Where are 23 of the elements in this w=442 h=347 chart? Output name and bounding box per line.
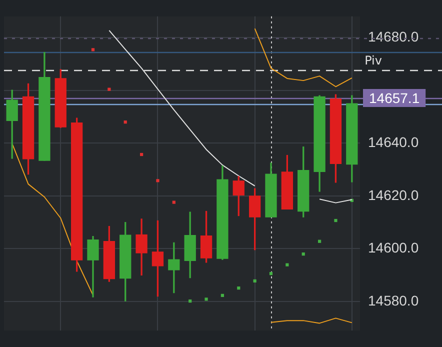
y-tick-label: 14680.0 (368, 28, 419, 44)
point (91, 48, 95, 52)
ref-line-label: Piv (364, 53, 382, 68)
point (140, 152, 144, 156)
point (204, 298, 208, 301)
point (318, 240, 322, 243)
point (108, 88, 111, 91)
point (334, 218, 338, 222)
point (188, 299, 192, 303)
point (237, 286, 240, 290)
point (253, 279, 256, 283)
ref-line-label: 14657.1 (369, 90, 420, 106)
point (286, 263, 289, 266)
y-tick-label: 14640.0 (368, 134, 419, 150)
y-tick-label: 14620.0 (368, 186, 419, 203)
point (156, 179, 160, 182)
point (124, 120, 127, 124)
point (302, 252, 305, 256)
point (172, 200, 176, 204)
point (269, 272, 273, 276)
y-tick-label: 14580.0 (368, 292, 419, 308)
y-tick-label: 14600.0 (368, 240, 419, 256)
point (220, 294, 224, 298)
